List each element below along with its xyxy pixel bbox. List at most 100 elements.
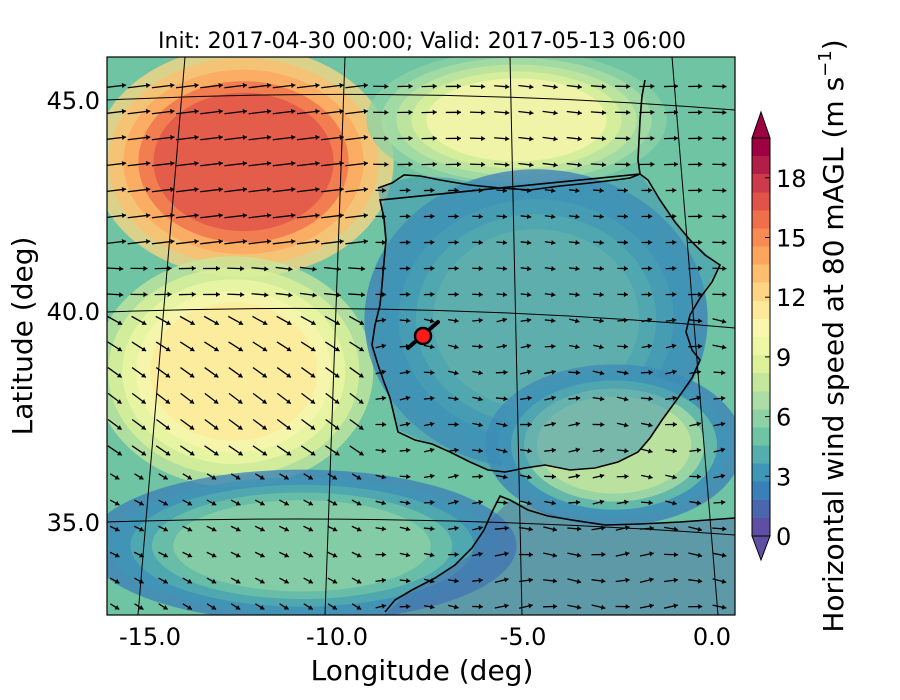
wind-arrow-head (503, 396, 508, 402)
wind-arrow-head (138, 605, 144, 610)
wind-arrow-head (454, 370, 459, 376)
wind-arrow-head (527, 421, 532, 428)
wind-arrow-head (454, 344, 459, 350)
wind-arrow-head (623, 239, 628, 246)
wind-arrow-head (283, 578, 289, 584)
wind-arrow-head (315, 186, 320, 193)
wind-arrow-head (721, 370, 726, 376)
wind-arrow-head (381, 343, 386, 349)
plot-frame (106, 56, 736, 616)
wind-arrow-head (672, 395, 677, 401)
wind-arrow-head (575, 292, 580, 298)
wind-arrow-head (650, 135, 655, 141)
wind-arrow-head (697, 474, 702, 480)
wind-arrow-head (139, 526, 144, 532)
wind-arrow-head (553, 136, 558, 142)
wind-arrow-head (116, 399, 122, 404)
colorbar-min-extension (751, 535, 771, 562)
wind-arrow-head (454, 421, 459, 428)
wind-arrow-head (310, 372, 316, 378)
wind-arrow-head (527, 395, 532, 401)
wind-arrow-head (623, 213, 628, 220)
wind-arrow-head (454, 396, 459, 402)
wind-arrow-head (430, 239, 435, 246)
wind-arrow-head (601, 136, 607, 142)
wind-arrow-head (503, 474, 508, 480)
wind-arrow-head (626, 161, 631, 168)
wind-arrow-head (141, 320, 147, 325)
wind-arrow-head (430, 369, 435, 376)
wind-arrow-head (138, 552, 144, 558)
wind-arrow-head (648, 239, 653, 246)
wind-arrow-head (626, 135, 631, 142)
wind-arrow-head (262, 372, 267, 378)
wind-arrow-head (454, 551, 459, 558)
wind-arrow-head (551, 343, 556, 350)
wind-arrow-head (363, 238, 368, 245)
wind-arrow-head (165, 425, 170, 430)
wind-arrow-head (238, 346, 243, 352)
graticule-lon-5 (509, 57, 523, 615)
wind-arrow-head (381, 395, 387, 401)
wind-arrow-head (237, 450, 243, 456)
wind-arrow-head (406, 239, 411, 246)
wind-arrow-head (240, 292, 245, 298)
wind-arrow-head (478, 265, 483, 272)
wind-arrow-head (310, 425, 316, 430)
wind-arrow-head (721, 578, 727, 584)
wind-arrow-head (529, 110, 534, 116)
wind-arrow-head (650, 161, 655, 167)
wind-arrow-head (215, 265, 220, 272)
wind-arrow-head (405, 395, 411, 401)
wind-arrow-head (315, 134, 320, 141)
colorbar-tick-label: 12 (776, 284, 807, 312)
wind-arrow-head (406, 291, 411, 298)
wind-arrow-head (673, 109, 679, 115)
wind-arrow-head (218, 134, 223, 141)
wind-arrow-head (648, 369, 653, 375)
wind-arrow-head (552, 526, 557, 532)
wind-arrow-head (624, 499, 629, 505)
wind-arrow-head (648, 213, 653, 220)
wind-arrow-head (696, 447, 702, 453)
wind-arrow-head (140, 399, 146, 404)
wind-arrow-head (308, 474, 313, 480)
wind-arrow-head (218, 212, 223, 219)
wind-arrow-head (242, 134, 247, 141)
wind-arrow-head (356, 526, 362, 532)
y-tick-label-0: 35.0 (47, 509, 100, 537)
wind-arrow-head (213, 425, 219, 430)
wind-arrow-head (308, 500, 313, 506)
wind-arrow-head (218, 82, 223, 89)
wind-arrow-head (502, 239, 508, 246)
wind-arrow-head (406, 603, 411, 610)
wind-arrow-head (527, 500, 532, 506)
wind-arrow-head (165, 450, 171, 456)
wind-arrow-head (266, 160, 272, 167)
wind-arrow-head (405, 421, 411, 427)
wind-arrow-head (481, 109, 486, 116)
wind-arrow-head (502, 291, 508, 298)
africa-coastline (384, 494, 735, 613)
wind-arrow-head (478, 448, 483, 454)
wind-arrow-head (381, 526, 387, 532)
wind-vectors (107, 82, 727, 610)
wind-arrow-head (502, 187, 508, 194)
wind-arrow-head (312, 266, 317, 272)
wind-arrow-head (504, 603, 509, 609)
wind-arrow-head (648, 448, 653, 454)
x-tick-label-0: -15.0 (119, 623, 181, 651)
wind-arrow-head (720, 447, 726, 453)
x-axis-label: Longitude (deg) (311, 654, 534, 687)
wind-arrow-head (356, 578, 362, 584)
colorbar-label-close: ) (817, 39, 850, 50)
wind-arrow-head (601, 84, 607, 90)
wind-arrow-head (429, 318, 435, 324)
wind-arrow-head (262, 320, 268, 325)
wind-arrow-head (722, 109, 727, 116)
wind-arrow-head (698, 109, 703, 115)
wind-arrow-head (264, 292, 269, 298)
wind-arrow-head (382, 187, 387, 194)
wind-arrow-head (165, 320, 171, 325)
wind-arrow-head (141, 346, 147, 352)
